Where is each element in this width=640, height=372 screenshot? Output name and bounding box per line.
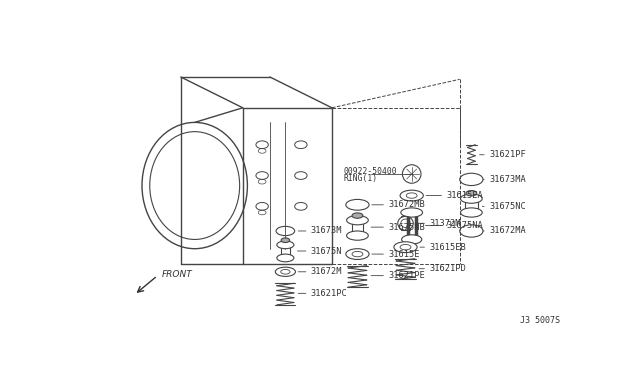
Text: 31672M: 31672M (311, 267, 342, 276)
Text: 31621PE: 31621PE (388, 271, 425, 280)
Ellipse shape (281, 238, 290, 243)
Text: 31672MA: 31672MA (489, 227, 526, 235)
Text: 31621PF: 31621PF (489, 150, 526, 159)
Ellipse shape (466, 190, 477, 196)
Text: 31675N: 31675N (311, 247, 342, 256)
Text: 31615EA: 31615EA (447, 191, 483, 200)
Ellipse shape (275, 267, 296, 276)
Text: 31673M: 31673M (311, 227, 342, 235)
Ellipse shape (277, 241, 294, 249)
Text: 31673MA: 31673MA (489, 175, 526, 184)
Text: 31621PD: 31621PD (429, 264, 467, 273)
Text: 31621PC: 31621PC (311, 289, 348, 298)
Text: 31675NB: 31675NB (388, 222, 425, 232)
Ellipse shape (461, 208, 482, 217)
Text: FRONT: FRONT (161, 270, 192, 279)
Ellipse shape (277, 254, 294, 262)
Ellipse shape (347, 231, 368, 240)
Text: 31615EB: 31615EB (429, 243, 467, 251)
Text: 00922-50400: 00922-50400 (344, 167, 397, 176)
Text: J3 5007S: J3 5007S (520, 316, 561, 325)
Ellipse shape (347, 216, 368, 225)
Ellipse shape (401, 208, 422, 217)
Text: 31372M: 31372M (429, 219, 461, 228)
Text: 31615E: 31615E (388, 250, 420, 259)
Ellipse shape (400, 190, 423, 201)
Text: 31672MB: 31672MB (388, 200, 425, 209)
Ellipse shape (352, 213, 363, 218)
Ellipse shape (394, 242, 417, 253)
Text: RING(1): RING(1) (344, 174, 378, 183)
Ellipse shape (402, 235, 422, 244)
Ellipse shape (346, 249, 369, 260)
Text: 31675NA: 31675NA (447, 221, 483, 230)
Text: 31675NC: 31675NC (489, 202, 526, 211)
Ellipse shape (461, 194, 482, 203)
